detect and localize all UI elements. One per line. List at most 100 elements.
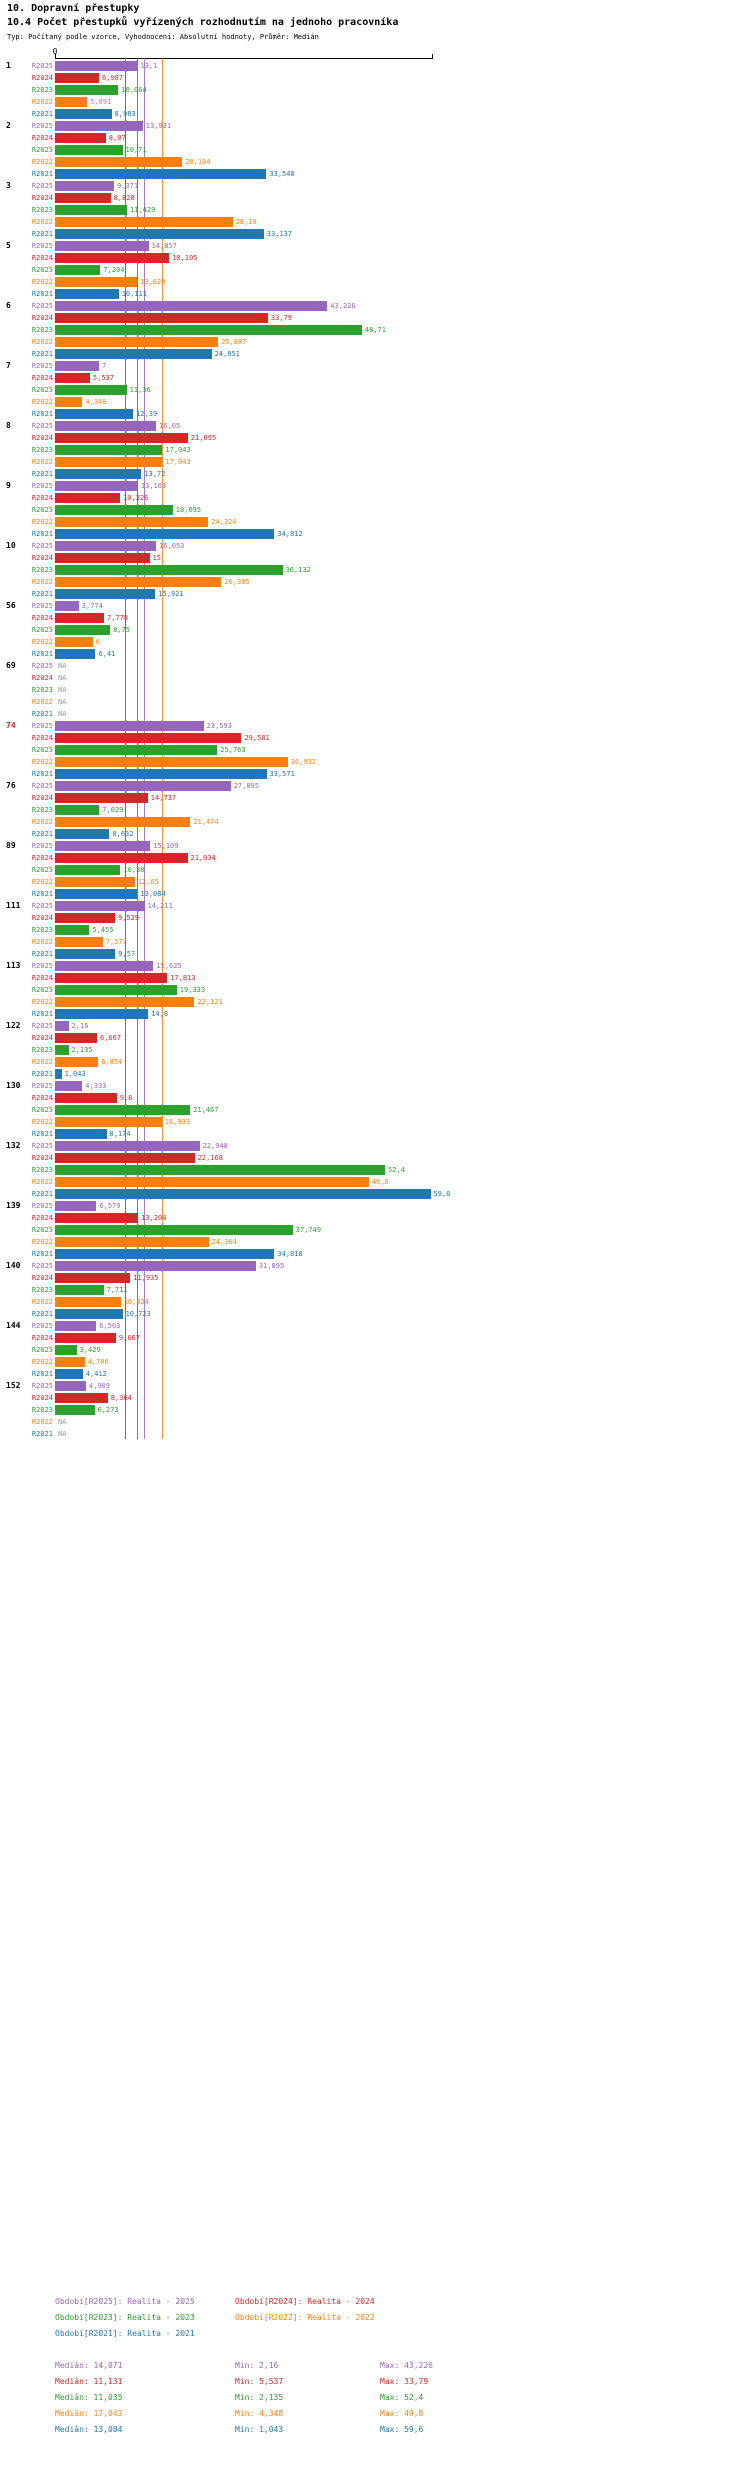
bar-R2024-g152 <box>55 1393 108 1403</box>
bar-R2024-g144 <box>55 1333 116 1343</box>
bar-R2025-g122 <box>55 1021 69 1031</box>
series-label-R2025-g10: R2025 <box>31 542 53 550</box>
series-label-R2021-g56: R2021 <box>31 650 53 658</box>
bar-R2025-g1 <box>55 61 138 71</box>
stat-max-R2021: Max: 59,6 <box>380 2425 424 2434</box>
bar-R2024-g7 <box>55 373 90 383</box>
series-label-R2024-g74: R2024 <box>31 734 53 742</box>
bar-R2024-g1 <box>55 73 99 83</box>
stat-min-R2024: Min: 5,537 <box>235 2377 284 2386</box>
group-label-111: 111 <box>6 901 21 910</box>
value-label-R2024-g144: 9,667 <box>118 1334 140 1342</box>
value-label-R2022-g113: 22,121 <box>197 998 223 1006</box>
series-label-R2023-g56: R2023 <box>31 626 53 634</box>
series-label-R2023-g69: R2023 <box>31 686 53 694</box>
series-label-R2024-g6: R2024 <box>31 314 53 322</box>
bar-R2024-g74 <box>55 733 242 743</box>
value-label-R2024-g3: 8,828 <box>113 194 135 202</box>
bar-R2022-g1 <box>55 97 88 107</box>
series-label-R2023-g2: R2023 <box>31 146 53 154</box>
bar-R2025-g6 <box>55 301 328 311</box>
series-label-R2024-g139: R2024 <box>31 1214 53 1222</box>
series-label-R2025-g69: R2025 <box>31 662 53 670</box>
bar-R2024-g76 <box>55 793 148 803</box>
value-label-R2021-g89: 13,084 <box>140 890 166 898</box>
bar-R2023-g3 <box>55 205 127 215</box>
axis-tick-start <box>55 54 56 58</box>
series-label-R2022-g140: R2022 <box>31 1298 53 1306</box>
value-label-R2021-g8: 13,72 <box>144 470 166 478</box>
bar-R2024-g6 <box>55 313 268 323</box>
group-label-130: 130 <box>6 1081 21 1090</box>
series-label-R2023-g1: R2023 <box>31 86 53 94</box>
series-label-R2023-g113: R2023 <box>31 986 53 994</box>
bar-R2024-g5 <box>55 253 170 263</box>
bar-R2022-g7 <box>55 397 83 407</box>
bar-R2021-g76 <box>55 829 110 839</box>
series-label-R2021-g69: R2021 <box>31 710 53 718</box>
value-label-R2025-g7: 7 <box>102 362 107 370</box>
bar-R2025-g9 <box>55 481 138 491</box>
bar-R2025-g74 <box>55 721 204 731</box>
bar-R2021-g7 <box>55 409 134 419</box>
series-label-R2024-g3: R2024 <box>31 194 53 202</box>
bar-R2025-g3 <box>55 181 114 191</box>
bar-R2021-g74 <box>55 769 267 779</box>
series-label-R2024-g9: R2024 <box>31 494 53 502</box>
series-label-R2021-g122: R2021 <box>31 1070 53 1078</box>
series-label-R2025-g7: R2025 <box>31 362 53 370</box>
series-label-R2024-g8: R2024 <box>31 434 53 442</box>
value-label-R2022-g7: 4,348 <box>85 398 107 406</box>
value-label-R2025-g74: 23,593 <box>206 722 232 730</box>
bar-R2025-g2 <box>55 121 143 131</box>
series-label-R2023-g76: R2023 <box>31 806 53 814</box>
group-label-2: 2 <box>6 121 11 130</box>
value-label-R2024-g113: 17,813 <box>170 974 196 982</box>
series-label-R2021-g10: R2021 <box>31 590 53 598</box>
value-label-R2021-g3: 33,137 <box>266 230 293 238</box>
value-label-R2021-g74: 33,571 <box>269 770 295 778</box>
legend-item-R2021: Období[R2021]: Realita - 2021 <box>55 2329 195 2338</box>
value-label-R2025-g111: 14,211 <box>147 902 173 910</box>
value-label-R2023-g8: 17,043 <box>165 446 191 454</box>
bar-R2022-g140 <box>55 1297 121 1307</box>
bar-R2023-g140 <box>55 1285 104 1295</box>
series-label-R2025-g74: R2025 <box>31 722 53 730</box>
value-label-R2024-g132: 22,168 <box>197 1154 223 1162</box>
bar-R2025-g113 <box>55 961 154 971</box>
series-label-R2022-g5: R2022 <box>31 278 53 286</box>
value-label-R2024-g140: 11,935 <box>133 1274 159 1282</box>
legend-item-R2022: Období[R2022]: Realita - 2022 <box>235 2313 375 2322</box>
series-label-R2024-g111: R2024 <box>31 914 53 922</box>
series-label-R2021-g152: R2021 <box>31 1430 53 1438</box>
value-label-R2021-g2: 33,548 <box>269 170 295 178</box>
bar-R2023-g139 <box>55 1225 293 1235</box>
value-label-R2024-g130: 9,8 <box>119 1094 133 1102</box>
value-label-R2022-g76: 21,474 <box>193 818 219 826</box>
series-label-R2024-g122: R2024 <box>31 1034 53 1042</box>
group-label-69: 69 <box>6 661 16 670</box>
value-label-R2022-g5: 13,029 <box>140 278 166 286</box>
stat-median-R2021: Medián: 13,084 <box>55 2425 123 2434</box>
bar-R2025-g7 <box>55 361 100 371</box>
series-label-R2023-g130: R2023 <box>31 1106 53 1114</box>
series-label-R2021-g89: R2021 <box>31 890 53 898</box>
bar-R2025-g8 <box>55 421 157 431</box>
series-label-R2025-g8: R2025 <box>31 422 53 430</box>
bar-R2021-g56 <box>55 649 96 659</box>
value-label-R2022-g6: 25,887 <box>221 338 247 346</box>
value-label-R2023-g9: 18,695 <box>175 506 202 514</box>
series-label-R2024-g140: R2024 <box>31 1274 53 1282</box>
bar-R2025-g89 <box>55 841 151 851</box>
stat-median-R2023: Medián: 11,035 <box>55 2393 123 2402</box>
bar-R2024-g132 <box>55 1153 195 1163</box>
series-label-R2025-g9: R2025 <box>31 482 53 490</box>
value-label-R2022-g3: 28,19 <box>235 218 257 226</box>
stat-median-R2025: Medián: 14,071 <box>55 2361 123 2370</box>
bar-R2021-g8 <box>55 469 142 479</box>
x-axis-line <box>55 54 433 59</box>
bar-R2023-g144 <box>55 1345 77 1355</box>
value-label-R2024-g152: 8,364 <box>110 1394 132 1402</box>
series-label-R2023-g7: R2023 <box>31 386 53 394</box>
value-label-R2023-g139: 37,749 <box>295 1226 322 1234</box>
